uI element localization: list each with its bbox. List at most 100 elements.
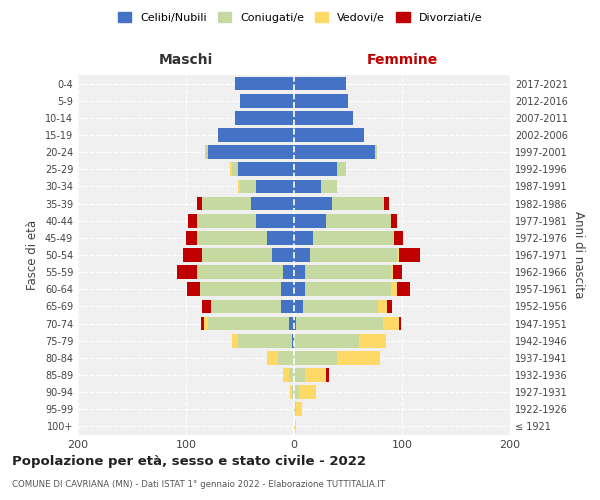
Bar	[188, 214, 197, 228]
Bar	[294, 214, 326, 228]
Bar	[267, 231, 294, 244]
Bar	[310, 248, 397, 262]
Bar	[238, 180, 240, 194]
Bar	[375, 146, 377, 159]
Bar	[197, 231, 267, 244]
Bar	[394, 266, 402, 279]
Bar	[197, 214, 256, 228]
Text: Femmine: Femmine	[367, 54, 437, 68]
Bar	[251, 196, 294, 210]
Bar	[178, 266, 197, 279]
Bar	[305, 368, 326, 382]
Bar	[296, 316, 383, 330]
Bar	[294, 266, 305, 279]
Bar	[294, 316, 296, 330]
Bar	[232, 334, 238, 347]
Bar	[391, 214, 397, 228]
Bar	[294, 351, 337, 364]
Bar	[294, 111, 353, 124]
Bar	[289, 316, 294, 330]
Bar	[387, 300, 392, 314]
Bar	[391, 282, 397, 296]
Bar	[313, 231, 394, 244]
Text: Maschi: Maschi	[159, 54, 213, 68]
Bar	[202, 300, 211, 314]
Bar	[359, 334, 386, 347]
Bar	[205, 146, 208, 159]
Bar	[278, 351, 294, 364]
Bar	[186, 231, 197, 244]
Bar	[283, 368, 289, 382]
Bar	[294, 128, 364, 142]
Bar	[332, 196, 383, 210]
Bar	[290, 386, 292, 399]
Bar	[294, 420, 296, 434]
Bar	[294, 334, 359, 347]
Bar	[305, 266, 391, 279]
Bar	[294, 368, 305, 382]
Bar	[187, 282, 200, 296]
Bar	[294, 94, 348, 108]
Bar	[256, 180, 294, 194]
Bar	[208, 316, 289, 330]
Bar	[238, 334, 292, 347]
Bar	[302, 300, 378, 314]
Bar	[205, 316, 208, 330]
Bar	[326, 214, 391, 228]
Bar	[292, 334, 294, 347]
Bar	[202, 248, 272, 262]
Bar	[197, 266, 283, 279]
Bar	[397, 248, 399, 262]
Bar	[235, 76, 294, 90]
Bar	[294, 76, 346, 90]
Bar	[238, 162, 294, 176]
Bar	[235, 111, 294, 124]
Bar	[240, 94, 294, 108]
Bar	[200, 282, 281, 296]
Bar	[230, 162, 232, 176]
Bar	[283, 266, 294, 279]
Bar	[383, 316, 399, 330]
Bar	[378, 300, 387, 314]
Bar	[256, 214, 294, 228]
Y-axis label: Fasce di età: Fasce di età	[26, 220, 39, 290]
Bar	[289, 368, 294, 382]
Bar	[218, 128, 294, 142]
Bar	[294, 282, 305, 296]
Bar	[183, 248, 202, 262]
Bar	[294, 231, 313, 244]
Bar	[294, 402, 296, 416]
Bar	[272, 248, 294, 262]
Bar	[399, 248, 421, 262]
Bar	[292, 386, 294, 399]
Text: Popolazione per età, sesso e stato civile - 2022: Popolazione per età, sesso e stato civil…	[12, 455, 366, 468]
Bar	[399, 316, 401, 330]
Bar	[208, 146, 294, 159]
Bar	[383, 196, 389, 210]
Bar	[391, 266, 394, 279]
Bar	[321, 180, 337, 194]
Y-axis label: Anni di nascita: Anni di nascita	[572, 212, 584, 298]
Text: COMUNE DI CAVRIANA (MN) - Dati ISTAT 1° gennaio 2022 - Elaborazione TUTTITALIA.I: COMUNE DI CAVRIANA (MN) - Dati ISTAT 1° …	[12, 480, 385, 489]
Bar	[394, 231, 403, 244]
Bar	[294, 300, 302, 314]
Bar	[201, 316, 205, 330]
Bar	[305, 282, 391, 296]
Bar	[397, 282, 410, 296]
Bar	[294, 248, 310, 262]
Legend: Celibi/Nubili, Coniugati/e, Vedovi/e, Divorziati/e: Celibi/Nubili, Coniugati/e, Vedovi/e, Di…	[113, 8, 487, 28]
Bar	[232, 162, 238, 176]
Bar	[299, 386, 316, 399]
Bar	[281, 282, 294, 296]
Bar	[281, 300, 294, 314]
Bar	[337, 351, 380, 364]
Bar	[267, 351, 278, 364]
Bar	[294, 162, 337, 176]
Bar	[294, 386, 299, 399]
Bar	[211, 300, 281, 314]
Bar	[326, 368, 329, 382]
Bar	[294, 180, 321, 194]
Bar	[202, 196, 251, 210]
Bar	[337, 162, 346, 176]
Bar	[294, 146, 375, 159]
